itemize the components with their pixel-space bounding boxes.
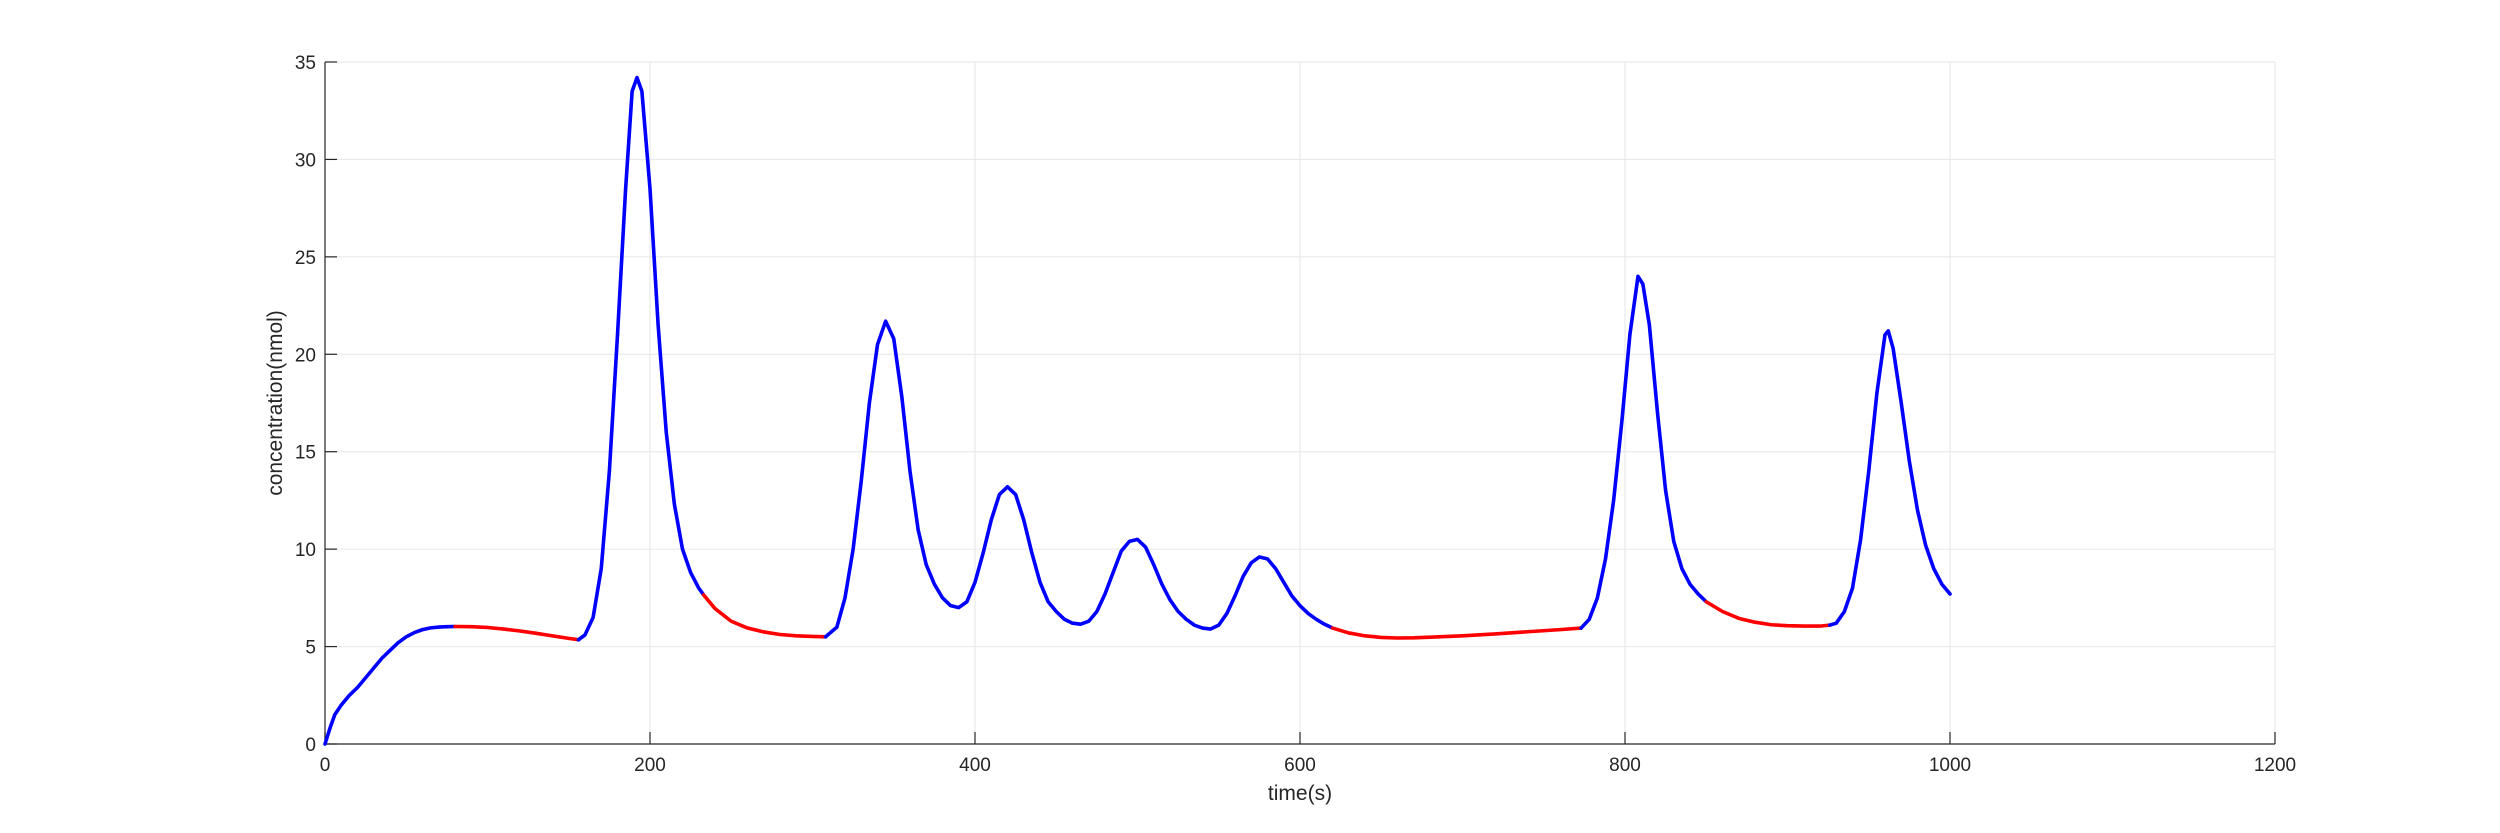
series-line-red-5 — [1330, 626, 1583, 640]
series-line-red-3 — [701, 593, 828, 639]
axis-labels: time(s) concentration(nmol) — [264, 310, 1332, 805]
y-tick-label: 20 — [295, 345, 316, 366]
series-line-blue-0 — [323, 624, 457, 746]
x-tick-label: 400 — [959, 755, 991, 776]
y-tick-label: 35 — [295, 53, 316, 74]
x-tick-label: 600 — [1284, 755, 1316, 776]
y-axis-label: concentration(nmol) — [264, 310, 287, 496]
x-tick-label: 800 — [1609, 755, 1641, 776]
x-tick-label: 0 — [320, 755, 331, 776]
x-tick-label: 200 — [634, 755, 666, 776]
series-line-blue-4 — [823, 319, 1335, 639]
y-tick-label: 10 — [295, 540, 316, 561]
y-tick-label: 25 — [295, 248, 316, 269]
series-line-blue-6 — [1579, 274, 1709, 630]
x-tick-label: 1000 — [1929, 755, 1971, 776]
y-tick-label: 0 — [305, 735, 316, 756]
series-line-blue-2 — [576, 75, 706, 642]
y-tick-label: 5 — [305, 638, 316, 659]
y-tick-label: 15 — [295, 443, 316, 464]
x-tick-label: 1200 — [2254, 755, 2296, 776]
series-line-red-1 — [453, 624, 581, 642]
series-line-red-7 — [1704, 599, 1832, 628]
y-tick-label: 30 — [295, 150, 316, 171]
axes: 0 200 400 600 800 1000 1200 0 5 10 15 20 25 30 35 — [295, 53, 2296, 776]
series-line-blue-8 — [1827, 329, 1952, 627]
x-axis-label: time(s) — [1268, 782, 1332, 805]
data-series — [323, 75, 1952, 746]
